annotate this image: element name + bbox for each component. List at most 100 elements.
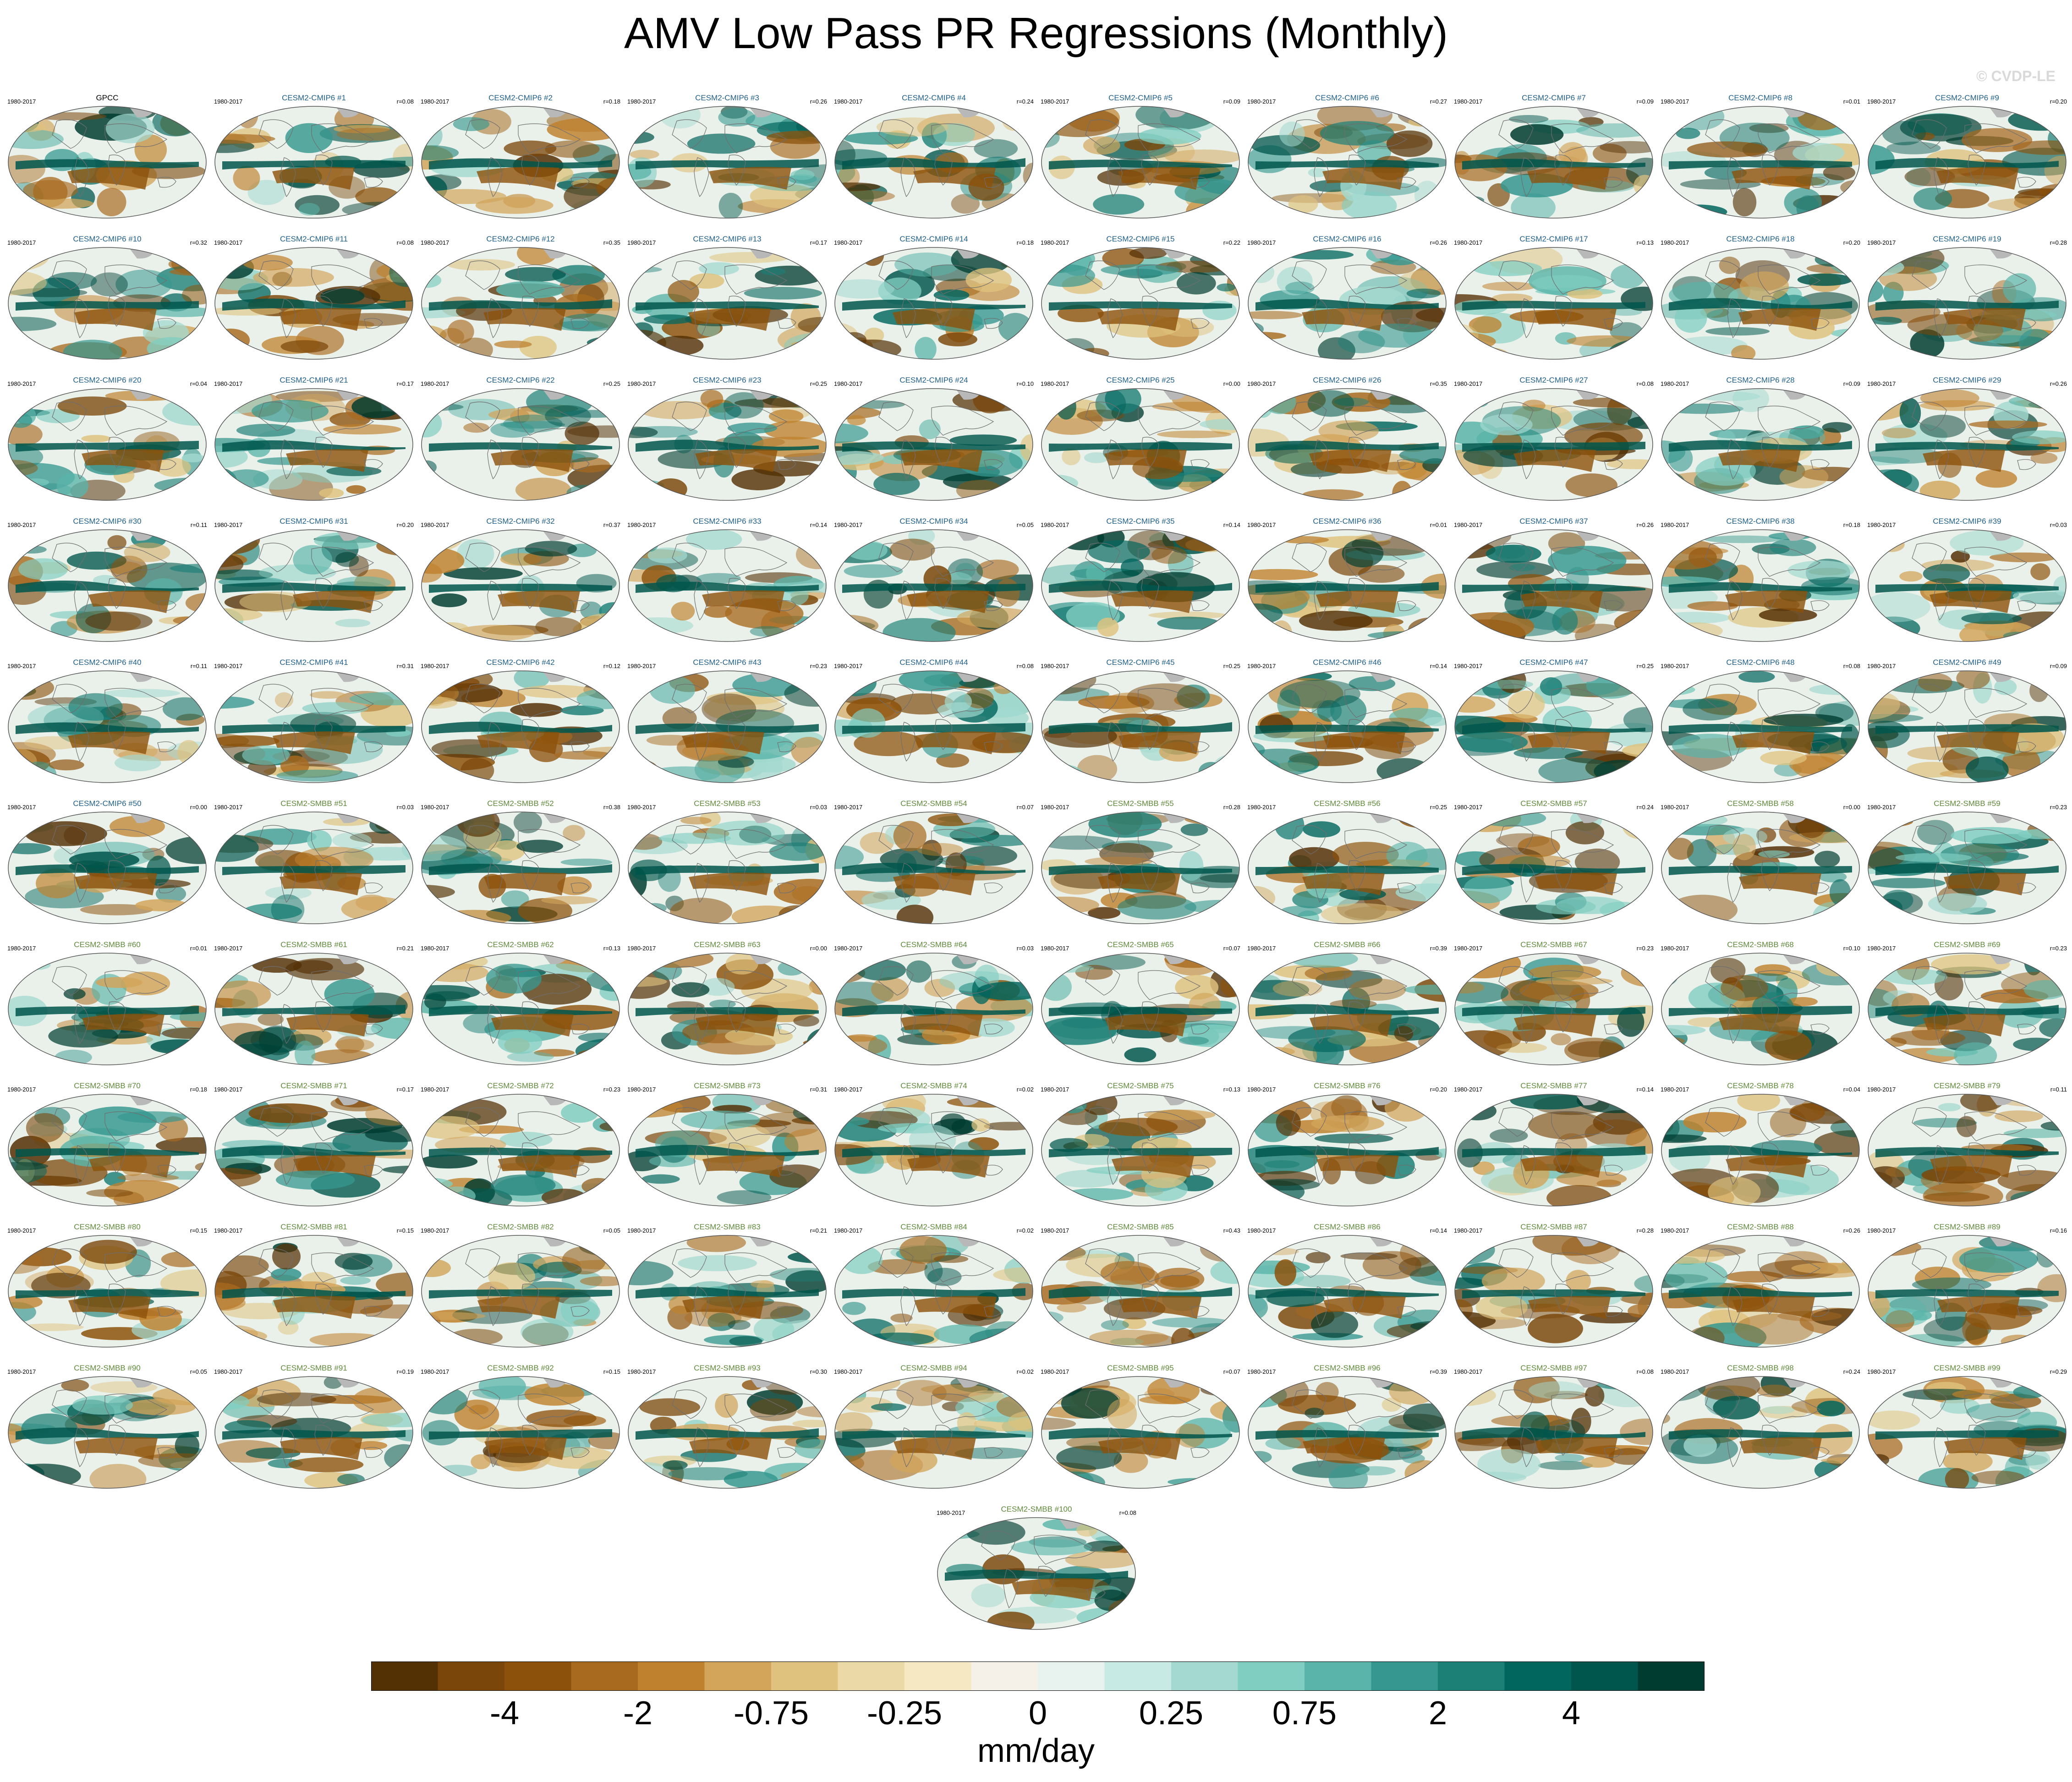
anomaly-patch [578,1032,619,1042]
coastline [1348,154,1366,186]
dry-anomaly [1535,872,1617,895]
coastline [518,829,581,859]
coastline [311,829,374,859]
panel-period: 1980-2017 [1247,945,1276,952]
anomaly-patch [893,821,926,851]
panel-title: CESM2-CMIP6 #35 [1106,517,1175,526]
map-panel: CESM2-CMIP6 #5 1980-2017 r=0.09 [1040,93,1241,231]
map-outline [1041,388,1240,501]
anomaly-patch [1829,879,1851,906]
anomaly-patch [215,446,248,468]
anomaly-patch [1041,973,1072,1001]
regression-map [8,670,207,783]
anomaly-patch [110,555,148,583]
map-outline [628,1235,827,1348]
anomaly-patch [1674,106,1725,130]
panel-period: 1980-2017 [627,945,656,952]
anomaly-patch [422,963,489,982]
anomaly-patch [1548,546,1627,576]
coastline [1085,119,1120,149]
map-outline [1248,1376,1447,1489]
regression-map [1454,1376,1653,1489]
coastline [1964,406,2028,436]
regression-map [1454,529,1653,642]
dry-anomaly [1936,167,2019,190]
panel-period: 1980-2017 [214,663,243,669]
coastline [311,1252,374,1283]
regression-map [1248,670,1447,783]
panel-title: CESM2-SMBB #80 [74,1223,141,1231]
coastline [1292,119,1327,149]
coastline [1348,719,1366,750]
coastline [1190,1447,1210,1458]
coastline [1314,1286,1329,1327]
anomaly-patch [1661,1134,1707,1143]
panel-period: 1980-2017 [1661,945,1689,952]
anomaly-patch [1842,1385,1859,1395]
anomaly-patch [1135,1334,1175,1347]
map-outline [8,106,207,219]
coastline [1554,1283,1573,1315]
anomaly-patch [173,616,203,625]
panel-period: 1980-2017 [1867,945,1896,952]
coastline [672,684,707,713]
anomaly-patch [501,890,529,908]
panel-period: 1980-2017 [1247,98,1276,105]
coastline [1761,860,1779,891]
regression-map [1041,811,1240,924]
coastline [984,1165,1003,1176]
anomaly-patch [8,903,36,914]
panel-title: CESM2-CMIP6 #44 [899,658,968,667]
coastline [878,1389,914,1419]
panel-period: 1980-2017 [1661,1368,1689,1375]
coastline [694,863,709,903]
dry-anomaly [893,308,975,331]
panel-period: 1980-2017 [7,98,36,105]
coastline [518,1393,581,1424]
anomaly-patch [1065,1551,1135,1569]
dry-anomaly [477,1296,560,1319]
coastline [1141,860,1159,891]
anomaly-patch [272,1244,301,1270]
map-outline [834,529,1033,642]
anomaly-patch [1305,1252,1331,1263]
coastline [1604,1165,1623,1176]
anomaly-patch [188,1035,206,1059]
anomaly-patch [686,1235,746,1252]
coastline [2017,459,2036,470]
map-panel: CESM2-CMIP6 #4 1980-2017 r=0.24 [833,93,1035,231]
panel-correlation: r=0.09 [1223,98,1240,105]
panel-correlation: r=0.18 [603,98,620,105]
regression-map [1454,953,1653,1065]
coastline [1604,177,1623,188]
anomaly-patch [1683,698,1738,721]
regression-map [1868,247,2067,360]
map-outline [834,1235,1033,1348]
anomaly-patch [1174,530,1232,552]
map-panel: CESM2-CMIP6 #23 1980-2017 r=0.25 [626,376,828,513]
anomaly-patch [8,1162,49,1170]
coastline [878,401,914,431]
anomaly-patch [1041,1017,1117,1045]
panel-title: CESM2-SMBB #62 [487,940,554,949]
coastline [487,157,503,197]
coastline [777,741,796,752]
anomaly-patch [744,287,822,300]
map-panel: CESM2-SMBB #63 1980-2017 r=0.00 [626,940,828,1078]
coastline [1604,459,1623,470]
regression-map [1661,811,1860,924]
coastline [1397,1447,1416,1458]
dry-anomaly [900,1014,983,1036]
map-panel: CESM2-SMBB #90 1980-2017 r=0.05 [6,1364,208,1501]
panel-period: 1980-2017 [834,98,863,105]
coastline [672,1107,707,1137]
coastline [1344,1111,1408,1141]
coastline [487,1286,503,1327]
anomaly-patch [1961,613,2022,625]
coastline [1520,1286,1536,1327]
panel-period: 1980-2017 [1454,663,1483,669]
coastline [1968,154,1986,186]
anomaly-patch [2053,576,2066,597]
equatorial-band [842,299,1025,311]
coastline [728,437,746,468]
